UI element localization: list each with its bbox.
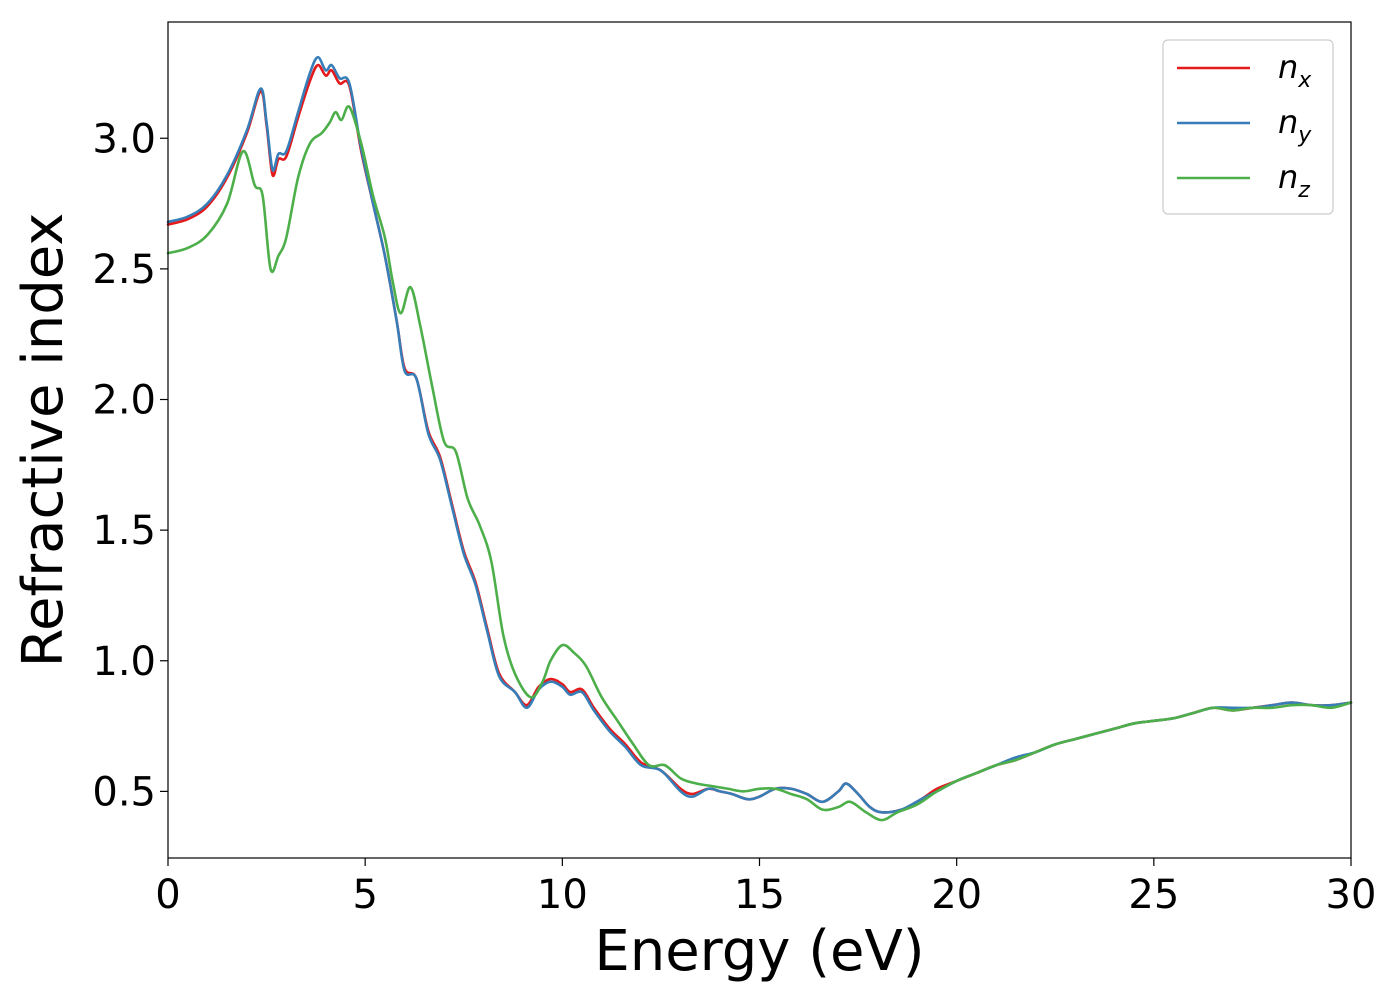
x-axis: 0 5 10 15 20 25 30 xyxy=(155,858,1376,918)
y-tick-label: 1.5 xyxy=(92,508,156,554)
y-tick-label: 2.0 xyxy=(92,378,156,424)
y-tick-label: 3.0 xyxy=(92,116,156,162)
x-tick-label: 30 xyxy=(1326,872,1377,918)
legend: nx ny nz xyxy=(1162,39,1334,215)
legend-frame xyxy=(1162,39,1334,215)
plot-area xyxy=(166,55,1353,822)
y-tick-label: 1.0 xyxy=(92,639,156,685)
y-axis-title: Refractive index xyxy=(11,213,76,668)
legend-label-y: ny xyxy=(1278,103,1312,148)
y-tick-label: 0.5 xyxy=(92,769,156,815)
series-line-z xyxy=(166,105,1353,822)
x-tick-label: 10 xyxy=(537,872,588,918)
x-tick-label: 25 xyxy=(1128,872,1179,918)
y-axis: 0.5 1.0 1.5 2.0 2.5 3.0 xyxy=(92,116,168,815)
x-tick-label: 5 xyxy=(352,872,377,918)
legend-label-z: nz xyxy=(1278,158,1310,203)
x-tick-label: 0 xyxy=(155,872,180,918)
legend-label-x: nx xyxy=(1278,48,1312,93)
x-tick-label: 20 xyxy=(931,872,982,918)
x-axis-title: Energy (eV) xyxy=(594,919,924,984)
x-tick-label: 15 xyxy=(734,872,785,918)
y-tick-label: 2.5 xyxy=(92,247,156,293)
